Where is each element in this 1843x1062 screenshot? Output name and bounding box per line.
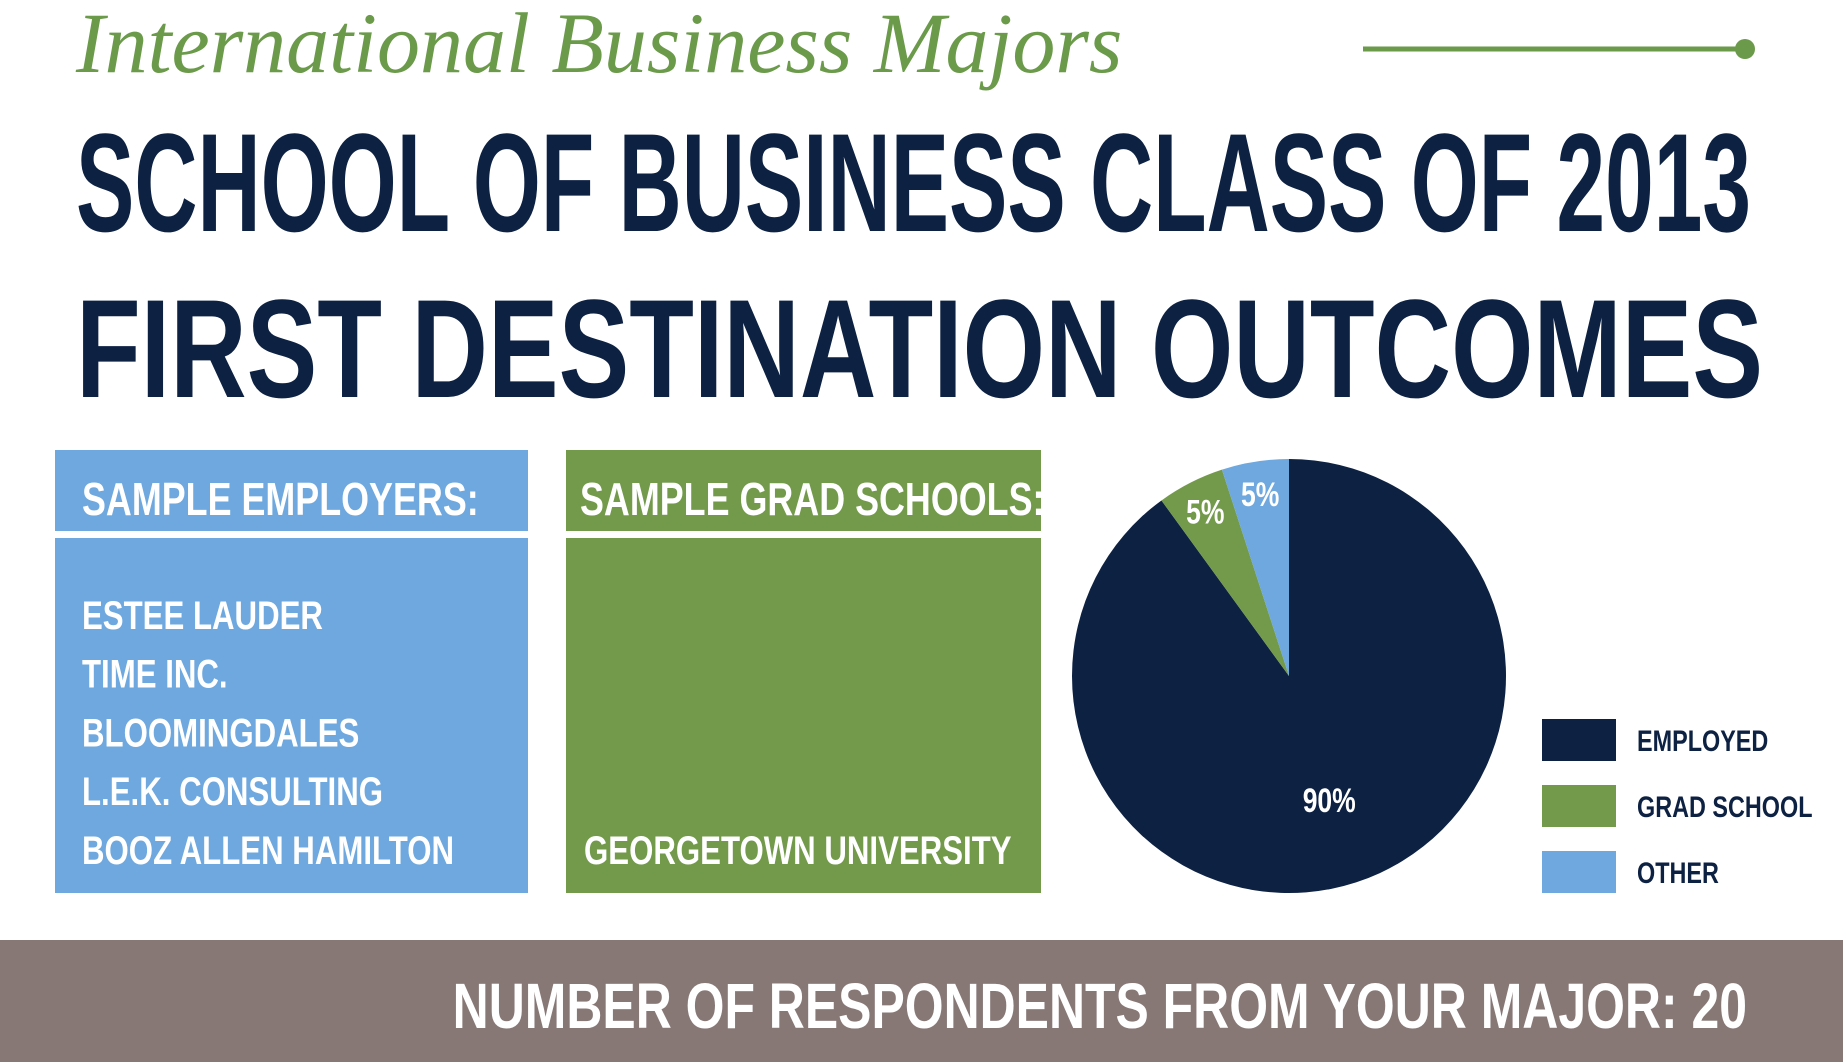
employers-header [55,450,528,531]
pie-slice [1221,459,1289,676]
pie-slice [1161,469,1289,676]
footer-text: NUMBER OF RESPONDENTS FROM YOUR MAJOR: 2… [453,970,1747,1042]
title-rule-dot [1735,39,1755,59]
employer-item: BOOZ ALLEN HAMILTON [82,829,454,873]
legend-swatch [1542,851,1616,893]
grad-header [566,450,1041,531]
legend-label: EMPLOYED [1637,725,1768,758]
headline-2: FIRST DESTINATION OUTCOMES [76,270,1763,427]
legend-label: OTHER [1637,857,1719,890]
employer-item: L.E.K. CONSULTING [82,770,383,814]
legend-swatch [1542,719,1616,761]
legend-label: GRAD SCHOOL [1637,791,1813,824]
grad-school-item: GEORGETOWN UNIVERSITY [584,829,1012,873]
employer-item: TIME INC. [82,653,228,697]
footer-band [0,940,1843,1062]
slice-label: 90% [1303,782,1356,820]
script-title: International Business Majors [75,0,1122,91]
employers-title: SAMPLE EMPLOYERS: [82,473,479,525]
slice-label: 5% [1241,476,1279,514]
slice-label: 5% [1186,494,1224,532]
grad-body [566,538,1041,893]
legend-swatch [1542,785,1616,827]
pie-slice [1071,459,1506,893]
employer-item: ESTEE LAUDER [82,594,323,638]
employers-body [55,538,528,893]
grad-title: SAMPLE GRAD SCHOOLS: [580,473,1044,525]
employer-item: BLOOMINGDALES [82,711,359,755]
headline-1: SCHOOL OF BUSINESS CLASS OF 2013 [76,104,1751,261]
